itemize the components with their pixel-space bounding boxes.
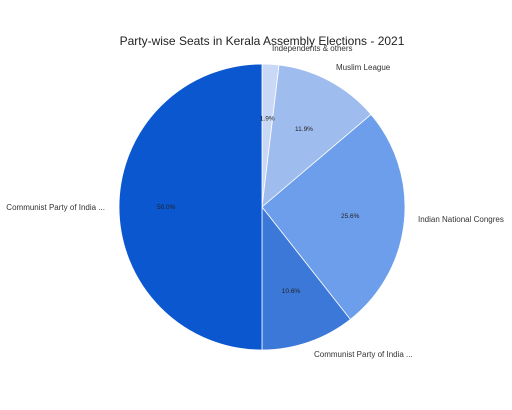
slice-labels: 1.9% Independents & others 11.9% Muslim Lea… xyxy=(6,44,504,359)
pie-slice-3[interactable] xyxy=(261,205,351,351)
slice-category-label-4: Communist Party of India ... xyxy=(6,203,105,212)
slice-percent-label-4: 50.0% xyxy=(157,204,176,211)
slice-category-label-0: Independents & others xyxy=(272,44,353,53)
slice-percent-label-0: 1.9% xyxy=(260,116,275,123)
pie-slice-4[interactable] xyxy=(118,63,263,351)
pie-slice-1[interactable] xyxy=(261,64,372,208)
slice-percent-label-2: 25.6% xyxy=(341,213,360,220)
pie-slices xyxy=(118,63,406,351)
pie-slice-2[interactable] xyxy=(261,113,406,321)
slice-category-label-2: Indian National Congres xyxy=(418,215,504,224)
slice-percent-label-3: 10.6% xyxy=(282,288,301,295)
slice-percent-label-1: 11.9% xyxy=(295,126,313,133)
slice-category-label-1: Muslim League xyxy=(336,63,391,72)
slice-category-label-3: Communist Party of India ... xyxy=(314,350,413,359)
chart-title: Party-wise Seats in Kerala Assembly Elec… xyxy=(120,34,405,48)
